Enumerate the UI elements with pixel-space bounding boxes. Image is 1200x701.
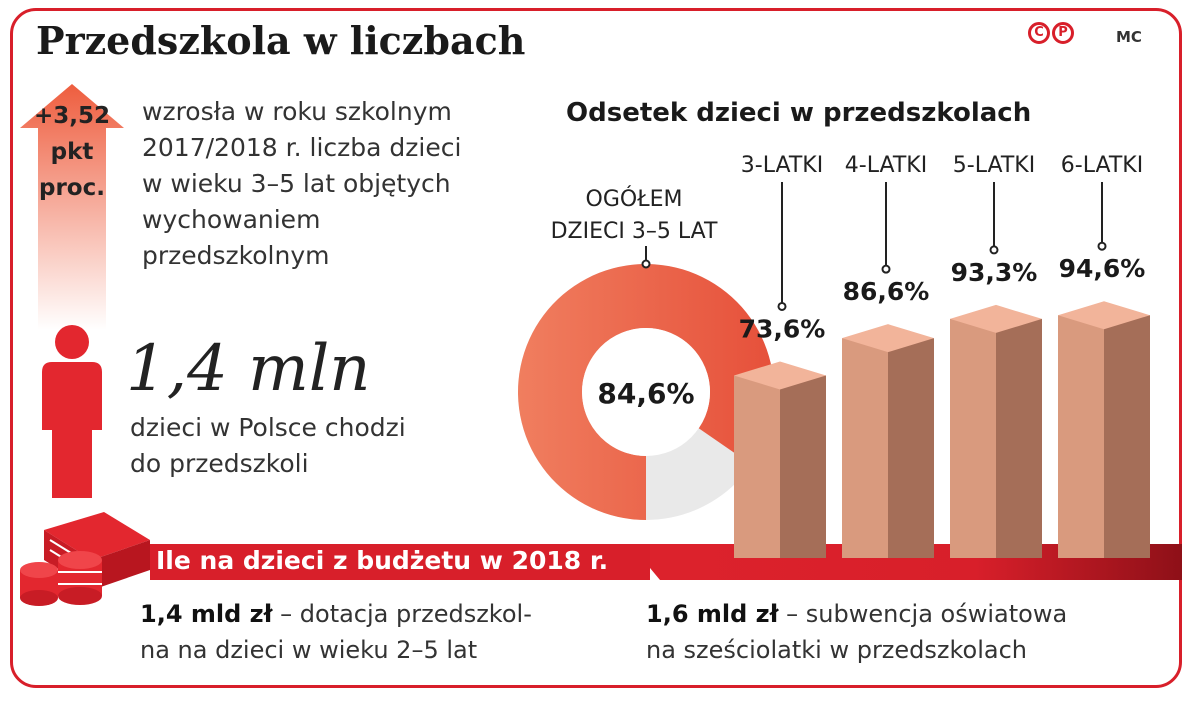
increase-value-line: proc. [39,175,105,201]
bar-front-3 [950,318,996,558]
chart-title: Odsetek dzieci w przedszkolach [566,98,1032,128]
bar-value-label: 86,6% [843,277,930,306]
page-title: Przedszkola w liczbach [36,18,526,63]
budget-text: – dotacja przedszkol- [272,600,532,628]
budget-ribbon-label-bg [150,544,650,580]
children-description: dzieci w Polsce chodzi do przedszkoli [130,410,490,482]
bar-side-4 [1104,315,1150,558]
bar-value-label: 94,6% [1059,254,1146,283]
bar-top-2 [842,324,934,353]
budget-amount: 1,6 mld zł [646,600,779,628]
budget-item-subsidy: 1,4 mld zł – dotacja przedszkol- na na d… [140,596,532,668]
bar-category-label: 3-LATKI [741,153,823,178]
children-count: 1,4 mln [126,332,371,406]
increase-text-line: wychowaniem [142,205,321,234]
infographic-frame [10,8,1182,688]
donut-chart: 84,6% OGÓŁEM DZIECI 3–5 LAT [517,186,774,520]
person-icon [42,325,102,498]
budget-title: Ile na dzieci z budżetu w 2018 r. [156,546,609,575]
bar-top-1 [734,361,826,390]
bar-front-4 [1058,315,1104,558]
increase-text-line: w wieku 3–5 lat objętych [142,169,451,198]
bar-top-3 [950,304,1042,333]
bar-side-1 [780,375,826,558]
bar-front-2 [842,338,888,558]
donut-label-line: OGÓŁEM [586,186,683,212]
bar-category-label: 5-LATKI [953,153,1035,178]
bar-value-label: 73,6% [739,314,826,343]
budget-text: – subwencja oświatowa [778,600,1068,628]
money-icon [20,512,150,606]
bar-top-4 [1058,301,1150,330]
increase-text-line: wzrosła w roku szkolnym [142,97,452,126]
author-initials: MC [1116,28,1142,46]
bar-value-label: 93,3% [951,258,1038,287]
increase-arrow-icon [20,84,124,330]
bar-chart: 73,6% 3-LATKI 86,6% 4-LATKI 93,3% 5-LATKI 94,6… [734,153,1150,558]
children-desc-line: dzieci w Polsce chodzi [130,413,406,442]
increase-value: +3,52 pkt proc. [22,98,122,206]
budget-text: na na dzieci w wieku 2–5 lat [140,636,478,664]
bar-category-label: 4-LATKI [845,153,927,178]
bar-leader-dot [777,301,787,311]
bar-leader-dot [989,245,999,255]
increase-description: wzrosła w roku szkolnym 2017/2018 r. lic… [142,94,532,274]
bar-leader-dot [881,264,891,274]
increase-text-line: 2017/2018 r. liczba dzieci [142,133,462,162]
bar-category-label: 6-LATKI [1061,153,1143,178]
bar-side-2 [888,338,934,558]
donut-label-line: DZIECI 3–5 LAT [551,219,718,244]
budget-item-grant: 1,6 mld zł – subwencja oświatowa na sześ… [646,596,1067,668]
increase-value-line: +3,52 [33,103,111,129]
donut-leader-dot [641,259,651,269]
donut-slice-value [517,264,774,520]
bar-side-3 [996,318,1042,558]
budget-text: na sześciolatki w przedszkolach [646,636,1028,664]
logo-letter-c: C [1028,22,1050,44]
increase-text-line: przedszkolnym [142,241,330,270]
donut-value-label: 84,6% [597,377,694,410]
children-desc-line: do przedszkoli [130,449,309,478]
donut-hole [582,328,710,456]
publisher-logo: C P [1028,22,1074,44]
bar-front-1 [734,375,780,558]
increase-value-line: pkt [50,139,94,165]
budget-amount: 1,4 mld zł [140,600,273,628]
logo-letter-p: P [1052,22,1074,44]
bar-leader-dot [1097,241,1107,251]
